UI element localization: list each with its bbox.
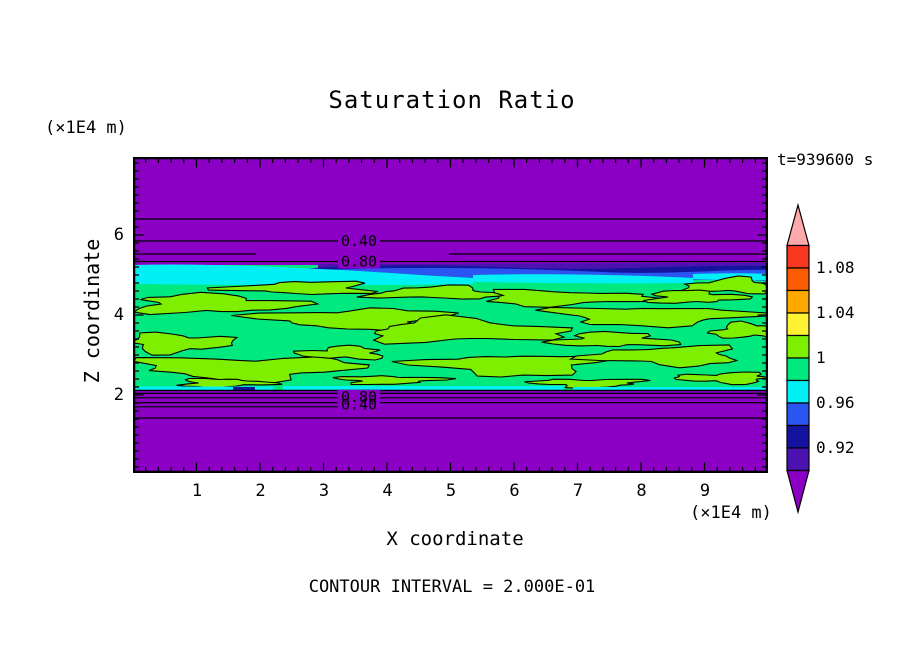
z-axis-unit-label: (×1E4 m) bbox=[45, 118, 127, 138]
z-tick-label: 2 bbox=[113, 385, 124, 405]
x-tick-label: 6 bbox=[509, 481, 520, 501]
colorbar-tick-label: 1.08 bbox=[816, 258, 855, 277]
x-axis-unit-label: (×1E4 m) bbox=[690, 503, 772, 523]
z-tick-label: 6 bbox=[113, 225, 124, 245]
x-tick-label: 3 bbox=[318, 481, 330, 501]
contour-label: 0.80 bbox=[341, 253, 377, 271]
x-tick-label: 4 bbox=[382, 481, 393, 501]
x-tick-label: 1 bbox=[191, 481, 203, 501]
colorbar-tick-label: 1 bbox=[816, 348, 826, 367]
contour-label: 0.40 bbox=[341, 232, 377, 250]
contour-label: 0.80 bbox=[341, 388, 377, 406]
x-tick-label: 8 bbox=[636, 481, 647, 501]
x-tick-label: 5 bbox=[445, 481, 457, 501]
contour-interval-note: CONTOUR INTERVAL = 2.000E-01 bbox=[308, 577, 596, 597]
chart-title: Saturation Ratio bbox=[328, 86, 576, 114]
x-axis-title: X coordinate bbox=[386, 528, 524, 550]
colorbar bbox=[786, 203, 810, 515]
x-tick-label: 2 bbox=[255, 481, 266, 501]
x-tick-label: 9 bbox=[699, 481, 711, 501]
colorbar-tick-label: 0.92 bbox=[816, 438, 855, 457]
x-tick-label: 7 bbox=[572, 481, 584, 501]
z-tick-label: 4 bbox=[113, 305, 124, 325]
colorbar-tick-label: 1.04 bbox=[816, 303, 855, 322]
colorbar-tick-label: 0.96 bbox=[816, 393, 855, 412]
time-label: t=939600 s bbox=[777, 150, 874, 169]
contour-label: 0.40 bbox=[341, 396, 377, 414]
contour-plot-area: 0.400.800.800.40 bbox=[133, 157, 768, 473]
